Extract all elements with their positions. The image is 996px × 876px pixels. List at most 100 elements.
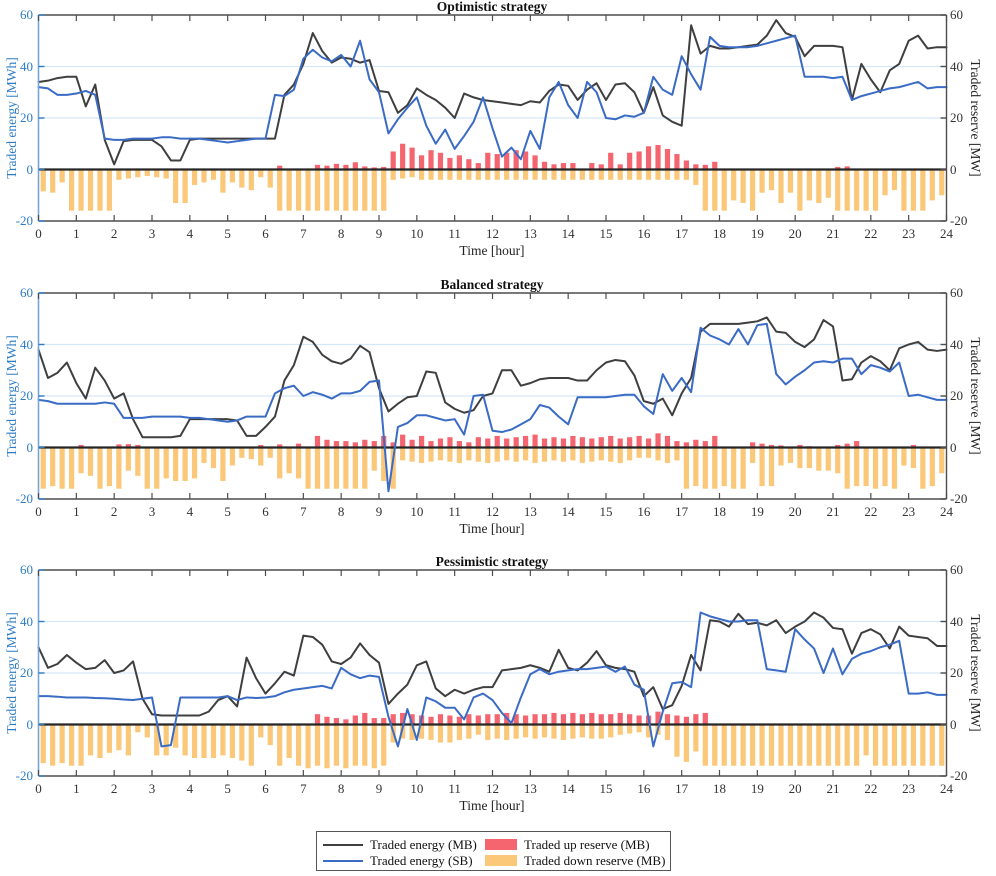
up-reserve-bar <box>513 437 519 448</box>
down-reserve-bar <box>891 447 898 489</box>
down-reserve-bar <box>608 169 614 180</box>
up-reserve-bar <box>617 164 623 170</box>
down-reserve-bar <box>343 169 349 211</box>
down-reserve-bar <box>778 447 784 466</box>
y-tick-label-left: 60 <box>20 7 33 22</box>
up-reserve-bar <box>324 439 330 448</box>
up-reserve-bar <box>428 150 434 170</box>
down-reserve-bar <box>40 724 46 764</box>
up-reserve-bar <box>333 441 340 448</box>
up-reserve-bar <box>655 145 661 170</box>
y-tick-label-right: -20 <box>950 213 968 228</box>
black-line-swatch <box>323 843 363 846</box>
x-tick-label: 0 <box>35 226 42 241</box>
down-reserve-bar <box>78 724 84 766</box>
up-reserve-bar <box>560 714 567 725</box>
x-tick-label: 18 <box>713 504 726 519</box>
red-bar-swatch <box>485 839 517 850</box>
up-reserve-bar <box>664 714 671 725</box>
down-reserve-bar <box>759 724 765 766</box>
x-tick-label: 11 <box>448 504 461 519</box>
up-reserve-bar <box>466 159 472 170</box>
x-tick-label: 19 <box>750 504 764 519</box>
down-reserve-bar <box>674 169 680 180</box>
x-tick-label: 10 <box>410 226 424 241</box>
up-reserve-bar <box>409 147 415 170</box>
up-reserve-bar <box>655 433 661 448</box>
x-tick-label: 1 <box>73 226 80 241</box>
legend-label: Traded down reserve (MB) <box>524 852 666 868</box>
down-reserve-bar <box>608 447 614 462</box>
x-tick-label: 23 <box>902 504 916 519</box>
down-reserve-bar <box>352 169 358 211</box>
up-reserve-bar <box>750 442 756 448</box>
x-tick-label: 14 <box>561 781 575 796</box>
down-reserve-bar <box>324 447 330 489</box>
up-reserve-bar <box>541 714 548 725</box>
down-reserve-bar <box>248 169 254 191</box>
down-reserve-bar <box>844 169 850 211</box>
down-reserve-bar <box>712 724 718 766</box>
x-tick-label: 3 <box>148 781 156 796</box>
up-reserve-bar <box>390 151 396 170</box>
down-reserve-bar <box>882 724 888 766</box>
down-reserve-bar <box>210 447 217 469</box>
down-reserve-bar <box>456 447 462 463</box>
down-reserve-bar <box>50 724 56 766</box>
down-reserve-bar <box>702 724 708 766</box>
up-reserve-bar <box>636 435 642 448</box>
down-reserve-bar <box>362 447 368 489</box>
down-reserve-bar <box>475 169 481 180</box>
down-reserve-bar <box>683 724 689 762</box>
traded-energy-mb-line <box>37 611 948 717</box>
down-reserve-bar <box>589 169 595 180</box>
down-reserve-bar <box>485 724 491 740</box>
up-reserve-bar <box>598 164 604 170</box>
up-reserve-bar <box>570 712 576 725</box>
x-tick-label: 16 <box>637 504 651 519</box>
x-tick-label: 7 <box>300 781 307 796</box>
up-reserve-bar <box>314 714 321 725</box>
y-tick-label-right: 40 <box>950 58 963 74</box>
x-tick-label: 20 <box>788 226 802 241</box>
up-reserve-bar <box>693 714 699 725</box>
down-reserve-bar <box>428 724 434 740</box>
down-reserve-bar <box>239 169 245 188</box>
up-reserve-bar <box>712 435 718 448</box>
down-reserve-bar <box>333 169 340 211</box>
x-tick-label: 18 <box>713 226 726 241</box>
x-tick-label: 16 <box>637 226 651 241</box>
up-reserve-bar <box>447 437 453 448</box>
down-reserve-bar <box>541 447 548 462</box>
down-reserve-bar <box>248 724 254 766</box>
x-tick-label: 15 <box>599 226 613 241</box>
down-reserve-bar <box>759 447 765 487</box>
up-reserve-bar <box>390 714 396 725</box>
down-reserve-bar <box>721 447 727 487</box>
up-reserve-bar <box>551 164 557 170</box>
down-reserve-bar <box>324 724 330 769</box>
down-reserve-bar <box>400 169 406 179</box>
down-reserve-bar <box>191 447 198 479</box>
down-reserve-bar <box>296 724 302 766</box>
x-tick-label: 15 <box>599 781 613 796</box>
down-reserve-bar <box>768 447 775 487</box>
x-tick-label: 6 <box>262 781 269 796</box>
down-reserve-bar <box>154 724 160 756</box>
up-reserve-bar <box>674 715 680 725</box>
down-reserve-bar <box>362 724 368 766</box>
up-reserve-bar <box>418 155 425 170</box>
down-reserve-bar <box>220 724 226 756</box>
down-reserve-bar <box>636 724 642 733</box>
down-reserve-bar <box>939 169 945 196</box>
y-tick-label-left: -20 <box>15 213 33 228</box>
down-reserve-bar <box>787 724 794 766</box>
x-tick-label: 2 <box>110 781 118 796</box>
down-reserve-bar <box>598 724 604 739</box>
down-reserve-bar <box>466 169 472 180</box>
down-reserve-bar <box>560 447 567 462</box>
down-reserve-bar <box>750 447 756 463</box>
up-reserve-bar <box>664 435 671 448</box>
up-reserve-bar <box>314 435 321 448</box>
traded-energy-sb-line <box>37 322 948 493</box>
